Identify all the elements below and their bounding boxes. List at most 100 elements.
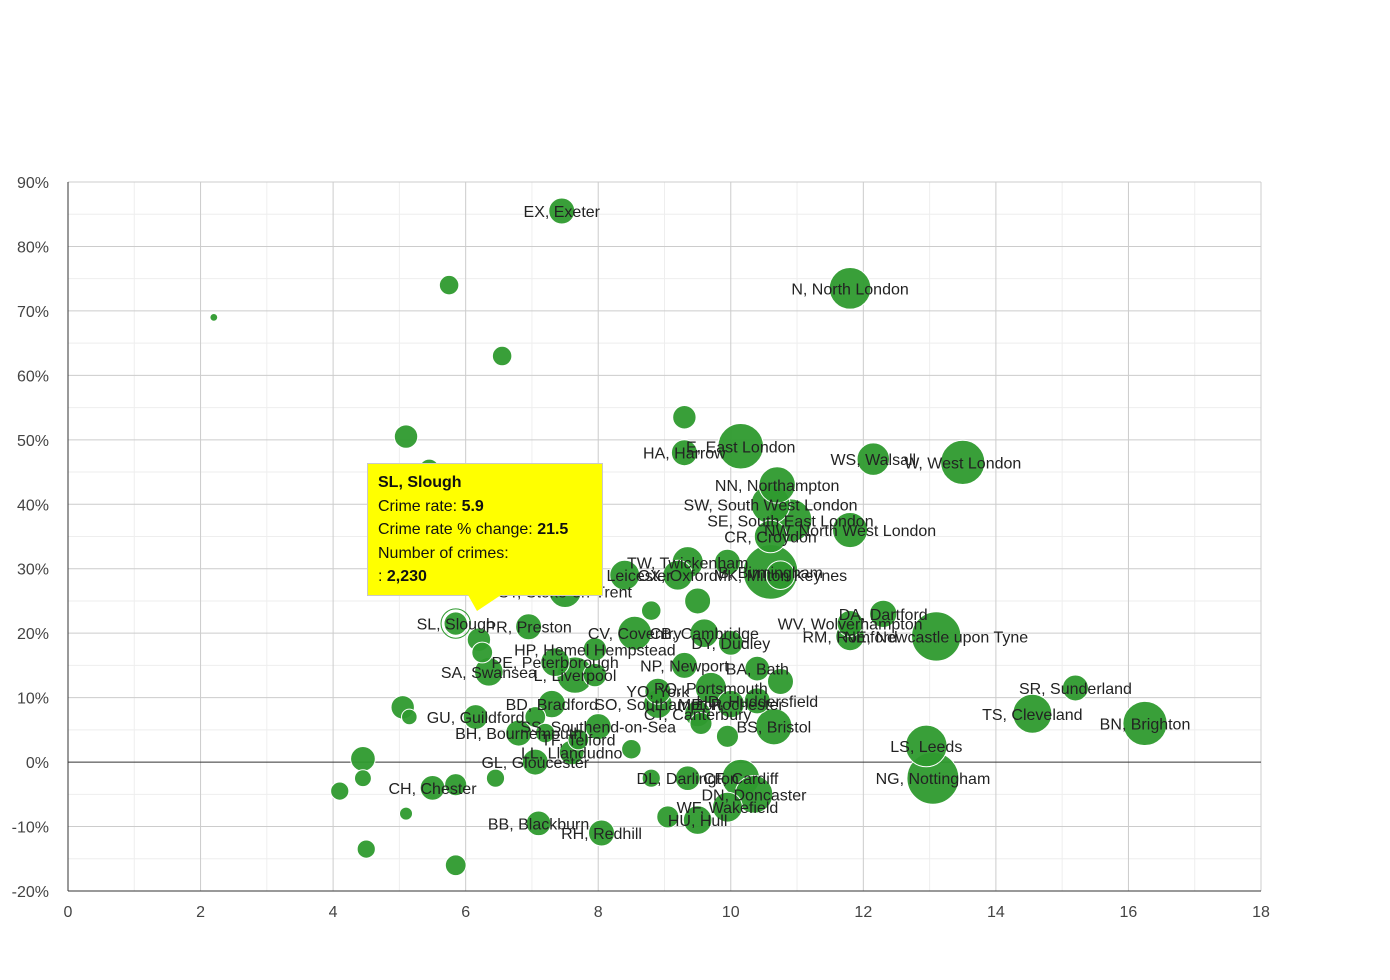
bubble-point[interactable]	[399, 806, 414, 821]
bubble-point[interactable]	[515, 613, 543, 641]
bubble-label: BA, Bath	[726, 662, 789, 679]
bubble-label: BB, Blackburn	[488, 816, 589, 833]
bubble-label: NG, Nottingham	[876, 771, 991, 788]
bubble-point[interactable]	[462, 704, 489, 730]
bubble-label: NN, Northampton	[715, 478, 840, 495]
bubble-point[interactable]	[672, 405, 697, 430]
bubble-point[interactable]	[525, 810, 552, 837]
bubble-point[interactable]	[582, 637, 608, 662]
tooltip-change-value: 21.5	[537, 521, 569, 538]
bubble-point[interactable]	[393, 424, 419, 449]
bubble-point[interactable]	[644, 677, 672, 705]
bubble-point[interactable]	[670, 439, 698, 467]
bubble-point[interactable]	[689, 618, 720, 648]
bubble-point[interactable]	[656, 805, 680, 829]
bubble-point[interactable]	[712, 791, 743, 823]
bubble-label: WF, Wakefield	[677, 800, 779, 817]
bubble-label: LS, Leeds	[890, 739, 962, 756]
bubble-point[interactable]	[717, 630, 744, 656]
bubble-point[interactable]	[438, 274, 460, 296]
bubble-point[interactable]	[689, 711, 713, 735]
bubble-point[interactable]	[832, 512, 869, 549]
bubble-point[interactable]	[356, 839, 376, 859]
bubble-point[interactable]	[609, 559, 641, 591]
bubble-point[interactable]	[743, 687, 771, 715]
y-tick-label: -20%	[12, 884, 49, 901]
bubble-label: EX, Exeter	[524, 204, 601, 221]
bubble-point[interactable]	[836, 610, 864, 638]
bubble-label: WS, Walsall	[830, 452, 916, 469]
bubble-point[interactable]	[755, 707, 793, 746]
x-tick-label: 6	[461, 904, 470, 921]
bubble-point[interactable]	[209, 312, 219, 322]
bubble-point[interactable]	[828, 267, 872, 310]
tooltip-pointer	[468, 595, 501, 611]
bubble-point[interactable]	[548, 197, 576, 225]
x-tick-label: 0	[64, 904, 73, 921]
bubble-point[interactable]	[715, 724, 740, 748]
bubble-point[interactable]	[505, 719, 533, 747]
bubble-point[interactable]	[444, 773, 468, 797]
bubble-label: HD, Huddersfield	[696, 694, 818, 711]
bubble-point[interactable]	[765, 560, 796, 590]
bubble-label: BH, Bournemouth	[455, 726, 582, 743]
tooltip-rate-value: 5.9	[461, 497, 484, 515]
bubble-label: SR, Sunderland	[1019, 681, 1132, 698]
bubble-point[interactable]	[443, 611, 468, 636]
y-tick-label: 50%	[17, 433, 49, 450]
y-tick-label: 20%	[17, 626, 49, 643]
bubble-point[interactable]	[537, 689, 566, 719]
bubble-point[interactable]	[682, 805, 713, 835]
bubble-point[interactable]	[766, 668, 794, 696]
bubble-point[interactable]	[1012, 693, 1053, 734]
bubble-point[interactable]	[684, 587, 712, 615]
bubble-point[interactable]	[353, 769, 372, 788]
bubble-point[interactable]	[904, 724, 948, 768]
bubble-point[interactable]	[911, 611, 962, 662]
bubble-label: CB, Cambridge	[650, 626, 759, 643]
bubble-point[interactable]	[856, 442, 891, 476]
bubble-point[interactable]	[444, 854, 467, 877]
bubble-point[interactable]	[401, 708, 418, 726]
bubble-point[interactable]	[540, 647, 570, 677]
x-tick-label: 10	[722, 904, 740, 921]
bubble-label: NP, Newport	[640, 658, 729, 675]
bubble-point[interactable]	[869, 599, 898, 628]
bubble-point[interactable]	[567, 728, 590, 751]
bubble-point[interactable]	[744, 655, 771, 682]
bubble-point[interactable]	[617, 615, 653, 651]
tooltip-rate-label: Crime rate:	[378, 497, 458, 515]
bubble-point[interactable]	[491, 345, 513, 367]
tooltip-count-label: Number of crimes:	[378, 544, 509, 562]
bubble-point[interactable]	[621, 738, 642, 760]
bubble-point[interactable]	[471, 641, 494, 664]
bubble-point[interactable]	[641, 768, 661, 788]
tick-labels: 0 2 4 6 8 10 12 14 16 18 -20% -10% 0% 10% 20% 30% 40% 50%…	[12, 175, 1270, 921]
bubble-point[interactable]	[694, 671, 727, 705]
bubble-point[interactable]	[662, 559, 694, 591]
bubble-point[interactable]	[670, 651, 698, 679]
bubble-point[interactable]	[640, 600, 662, 621]
bubble-point[interactable]	[1061, 674, 1089, 702]
bubble-point[interactable]	[1122, 700, 1168, 747]
bubble-point[interactable]	[713, 548, 741, 576]
bubble-point[interactable]	[717, 423, 764, 470]
x-tick-label: 2	[196, 904, 205, 921]
bubble-point[interactable]	[588, 819, 616, 847]
bubble-point[interactable]	[521, 748, 549, 776]
bubble-label: PO, Portsmouth	[654, 681, 768, 698]
bubble-point[interactable]	[940, 439, 986, 485]
bubble-point[interactable]	[534, 722, 556, 744]
bubble-label: L, Liverpool	[534, 668, 617, 685]
bubble-point[interactable]	[524, 706, 547, 728]
bubble-point[interactable]	[674, 765, 701, 792]
bubble-point[interactable]	[584, 713, 612, 741]
bubble-point[interactable]	[350, 746, 376, 772]
bubble-point[interactable]	[758, 466, 796, 504]
bubble-point[interactable]	[582, 662, 608, 688]
x-tick-label: 8	[594, 904, 603, 921]
bubble-point[interactable]	[485, 768, 506, 788]
bubble-label: DY, Dudley	[691, 636, 770, 653]
bubble-point[interactable]	[753, 519, 788, 554]
bubble-point[interactable]	[330, 781, 350, 801]
